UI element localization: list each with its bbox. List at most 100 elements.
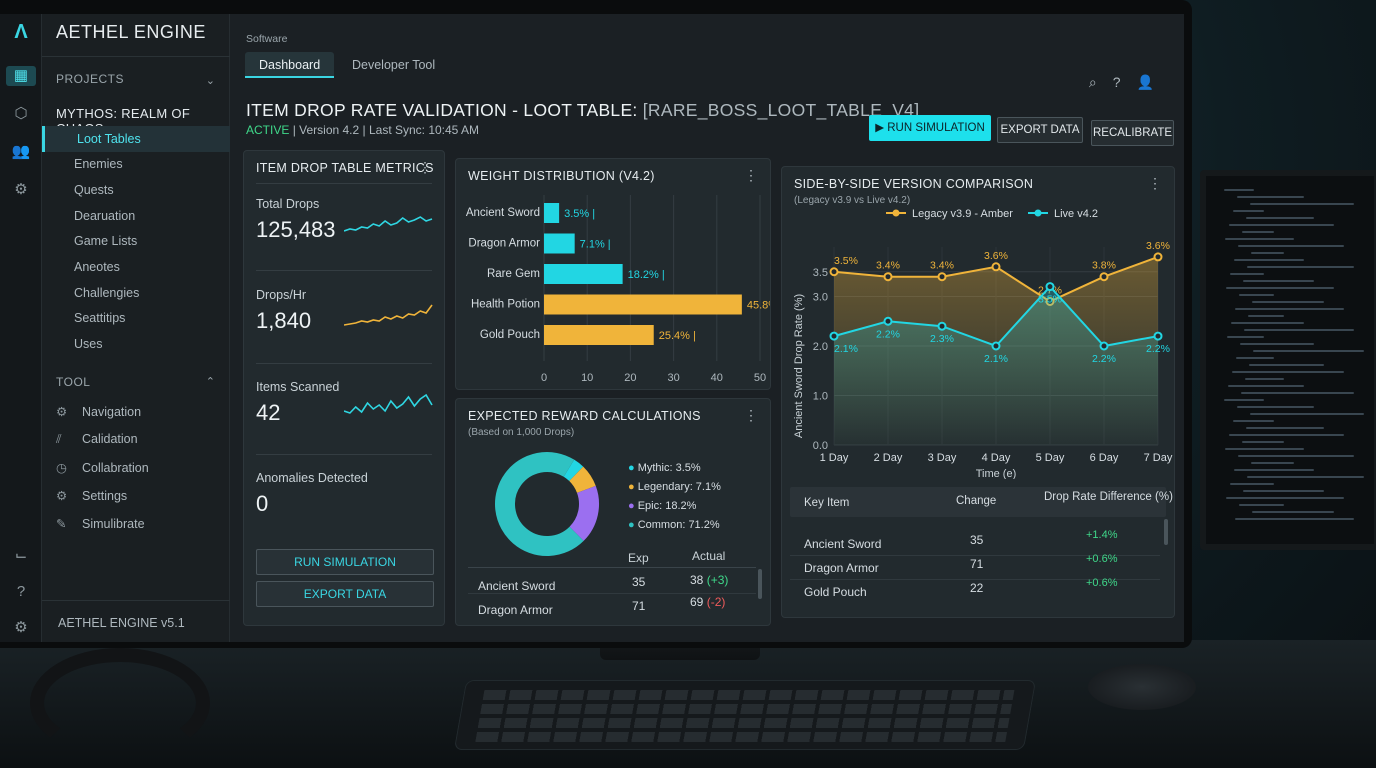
data-label: 3.6% bbox=[1146, 240, 1170, 252]
tool-simulibrate[interactable]: ✎ Simulibrate bbox=[56, 516, 145, 531]
export-data-button[interactable]: EXPORT DATA bbox=[997, 117, 1083, 143]
top-icons: ⌕?👤 bbox=[1089, 74, 1170, 91]
code-line bbox=[1241, 392, 1354, 394]
kebab-menu-icon[interactable]: ⋮ bbox=[418, 159, 432, 175]
donut-slice[interactable] bbox=[569, 485, 599, 541]
legend-label: Mythic: 3.5% bbox=[637, 462, 701, 474]
help-icon[interactable]: ? bbox=[1112, 74, 1137, 90]
dashboard-icon[interactable]: ▦ bbox=[6, 66, 36, 86]
settings-icon[interactable]: ⚙ bbox=[14, 619, 28, 636]
table-header-exp: Exp bbox=[628, 551, 649, 565]
x-tick-label: 50 bbox=[754, 372, 766, 384]
tab-dashboard[interactable]: Dashboard bbox=[245, 52, 335, 78]
table-scrollbar[interactable] bbox=[758, 569, 762, 599]
bar[interactable] bbox=[544, 233, 575, 254]
users-icon[interactable]: 👥 bbox=[11, 143, 31, 160]
bar-category-label: Rare Gem bbox=[487, 268, 540, 280]
gear-icon[interactable]: ⚙ bbox=[14, 181, 28, 198]
sidebar-item-uses[interactable]: Uses bbox=[74, 337, 103, 351]
data-point[interactable] bbox=[1153, 252, 1163, 262]
table-row-item: Ancient Sword bbox=[804, 537, 882, 551]
tab-developer-tool[interactable]: Developer Tool bbox=[352, 58, 436, 72]
tool-calidation[interactable]: ⫽ Calidation bbox=[56, 432, 138, 447]
sidebar-item-enemies[interactable]: Enemies bbox=[74, 157, 123, 171]
data-point[interactable] bbox=[1153, 331, 1163, 341]
kebab-menu-icon[interactable]: ⋮ bbox=[744, 407, 758, 423]
data-point[interactable] bbox=[991, 262, 1001, 272]
kebab-menu-icon[interactable]: ⋮ bbox=[744, 167, 758, 183]
tool-settings[interactable]: ⚙ Settings bbox=[56, 488, 127, 503]
data-label: 3.4% bbox=[876, 260, 900, 272]
data-point[interactable] bbox=[1099, 341, 1109, 351]
tool-navigation[interactable]: ⚙ Navigation bbox=[56, 404, 141, 419]
projects-header[interactable]: PROJECTS bbox=[56, 72, 125, 86]
data-point[interactable] bbox=[991, 341, 1001, 351]
version-comparison-card: SIDE-BY-SIDE VERSION COMPARISON (Legacy … bbox=[781, 166, 1175, 618]
bar-value-label: 3.5% | bbox=[564, 208, 595, 220]
sidebar-item-dearuation[interactable]: Dearuation bbox=[74, 209, 136, 223]
bar[interactable] bbox=[544, 325, 654, 345]
tool-header[interactable]: TOOL bbox=[56, 375, 91, 389]
table-header-change: Change bbox=[956, 495, 997, 507]
kebab-menu-icon[interactable]: ⋮ bbox=[1148, 175, 1162, 191]
tool-collabration[interactable]: ◷ Collabration bbox=[56, 460, 149, 475]
x-tick-label: 20 bbox=[624, 372, 636, 384]
code-line bbox=[1225, 238, 1294, 240]
sidebar-item-game-lists[interactable]: Game Lists bbox=[74, 234, 138, 248]
run-simulation-button-secondary[interactable]: RUN SIMULATION bbox=[256, 549, 434, 575]
search-icon[interactable]: ⌕ bbox=[1088, 74, 1113, 90]
donut-slice[interactable] bbox=[495, 452, 584, 556]
bar[interactable] bbox=[544, 294, 742, 315]
sidebar-item-seattitips[interactable]: Seattitips bbox=[74, 311, 126, 325]
data-point[interactable] bbox=[829, 331, 839, 341]
code-line bbox=[1238, 455, 1354, 457]
sidebar-item-challengies[interactable]: Challengies bbox=[74, 286, 140, 300]
status-badge: ACTIVE bbox=[246, 123, 290, 137]
cube-icon[interactable]: ⬡ bbox=[14, 105, 28, 122]
code-line bbox=[1243, 490, 1324, 492]
chevron-up-icon[interactable]: ⌃ bbox=[205, 376, 215, 388]
help-icon[interactable]: ? bbox=[16, 583, 26, 600]
chevron-down-icon[interactable]: ⌄ bbox=[205, 75, 215, 87]
sidebar-item-aneotes[interactable]: Aneotes bbox=[74, 260, 120, 274]
sidebar-item-quests[interactable]: Quests bbox=[74, 183, 114, 197]
data-point[interactable] bbox=[829, 267, 839, 277]
user-icon[interactable]: 👤 bbox=[1136, 74, 1170, 90]
sidebar-item-loot-tables[interactable]: Loot Tables bbox=[42, 126, 230, 152]
code-line bbox=[1235, 518, 1354, 520]
data-label: 3.5% bbox=[1038, 294, 1062, 306]
data-point[interactable] bbox=[883, 272, 893, 282]
code-line bbox=[1249, 364, 1324, 366]
table-header-drop-diff: Drop Rate Difference (%) bbox=[1044, 491, 1173, 503]
data-point[interactable] bbox=[883, 316, 893, 326]
bar[interactable] bbox=[544, 203, 560, 223]
sparkline-items-scanned bbox=[344, 393, 433, 414]
chart-icon: ⫽ bbox=[56, 432, 62, 446]
bed-icon[interactable]: ⌙ bbox=[14, 547, 28, 564]
breadcrumb[interactable]: Software bbox=[246, 33, 288, 45]
export-data-button-secondary[interactable]: EXPORT DATA bbox=[256, 581, 434, 607]
data-point[interactable] bbox=[1045, 282, 1055, 292]
data-label: 2.2% bbox=[1146, 343, 1170, 355]
recalibrate-button[interactable]: RECALIBRATE bbox=[1091, 120, 1174, 146]
data-point[interactable] bbox=[937, 321, 947, 331]
data-label: 2.1% bbox=[834, 343, 858, 355]
legend-marker bbox=[1034, 209, 1042, 217]
metrics-card: ITEM DROP TABLE METRICS ⋮ Total Drops 12… bbox=[243, 150, 445, 626]
code-line bbox=[1240, 343, 1314, 345]
donut-slice[interactable] bbox=[563, 459, 584, 482]
tool-label: Collabration bbox=[82, 461, 149, 475]
card-title: ITEM DROP TABLE METRICS bbox=[256, 161, 434, 175]
table-row-actual: 69 (-2) bbox=[690, 595, 725, 609]
run-simulation-button[interactable]: ▶ RUN SIMULATION bbox=[869, 115, 991, 141]
legend-label: Epic: 18.2% bbox=[637, 500, 697, 512]
donut-slice[interactable] bbox=[568, 466, 596, 494]
code-line bbox=[1233, 210, 1264, 212]
data-point[interactable] bbox=[1099, 272, 1109, 282]
secondary-monitor bbox=[1200, 170, 1376, 550]
bar[interactable] bbox=[544, 264, 623, 284]
table-scrollbar[interactable] bbox=[1164, 519, 1168, 545]
data-point[interactable] bbox=[937, 272, 947, 282]
code-line bbox=[1233, 420, 1274, 422]
code-line bbox=[1225, 448, 1304, 450]
